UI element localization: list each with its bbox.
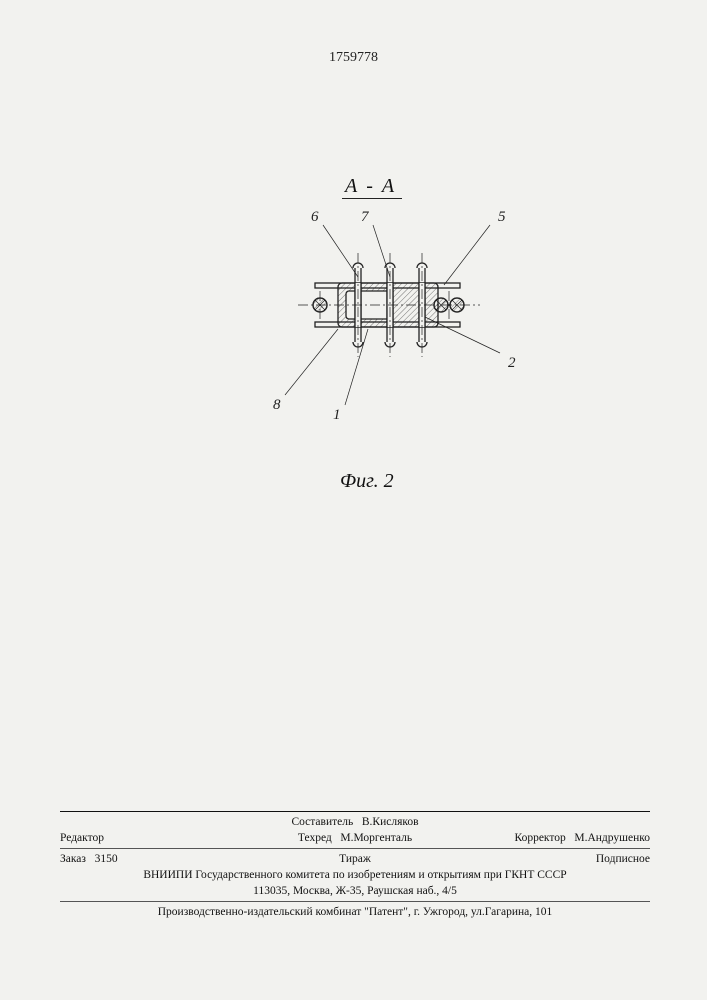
order-label: Заказ: [60, 853, 86, 865]
editor-label: Редактор: [60, 832, 257, 844]
compiler-label: Составитель: [291, 816, 353, 828]
svg-text:2: 2: [508, 355, 516, 371]
publisher: Производственно-издательский комбинат "П…: [60, 904, 650, 920]
svg-text:7: 7: [361, 209, 370, 225]
order-num: 3150: [95, 853, 118, 865]
svg-text:6: 6: [311, 209, 319, 225]
corrector-label: Корректор: [514, 832, 565, 844]
doc-number: 1759778: [329, 50, 378, 66]
figure-caption: Фиг. 2: [340, 470, 394, 493]
compiler-name: В.Кисляков: [362, 816, 419, 828]
corrector-name: М.Андрушенко: [574, 832, 650, 844]
section-label: А - А: [345, 175, 396, 198]
svg-text:8: 8: [273, 397, 281, 413]
tirazh-label: Тираж: [257, 853, 454, 865]
techred-name: М.Моргенталь: [340, 832, 412, 844]
org-line: ВНИИПИ Государственного комитета по изоб…: [60, 867, 650, 883]
section-underline: [342, 198, 402, 199]
subscription: Подписное: [453, 853, 650, 865]
address1: 113035, Москва, Ж-35, Раушская наб., 4/5: [60, 883, 650, 899]
svg-text:1: 1: [333, 407, 341, 423]
svg-text:5: 5: [498, 209, 506, 225]
footer: Составитель В.Кисляков Редактор Техред М…: [60, 809, 650, 920]
techred-label: Техред: [298, 832, 332, 844]
figure-2: 6 7 5 2 8 1: [180, 205, 580, 435]
